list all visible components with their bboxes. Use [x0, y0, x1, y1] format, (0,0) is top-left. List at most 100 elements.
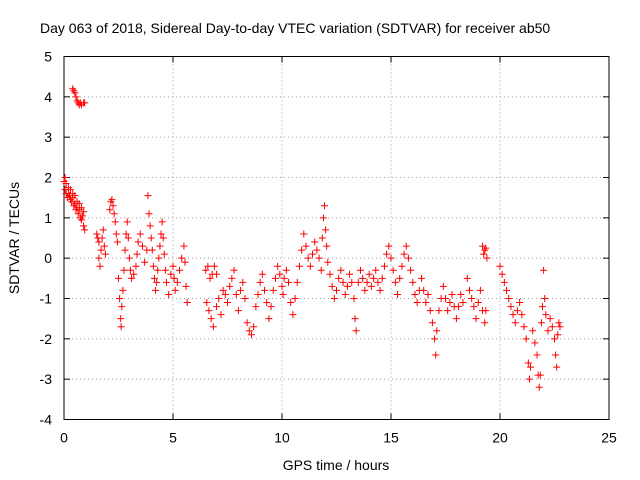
data-point: [537, 319, 545, 327]
data-point: [287, 299, 295, 307]
data-point: [80, 208, 88, 216]
data-point: [480, 250, 488, 258]
data-point: [529, 327, 537, 335]
data-point: [553, 363, 561, 371]
y-tick-label: 2: [44, 170, 52, 186]
data-point: [396, 274, 404, 282]
data-point: [152, 286, 160, 294]
y-tick-label: -1: [40, 291, 53, 307]
data-point: [167, 270, 175, 278]
data-point: [160, 250, 168, 258]
data-point: [239, 278, 247, 286]
data-point: [180, 242, 188, 250]
axis-ticks: [63, 56, 610, 420]
data-point: [431, 335, 439, 343]
data-point: [147, 234, 155, 242]
data-point: [157, 230, 165, 238]
data-point: [365, 270, 373, 278]
data-point: [556, 323, 564, 331]
data-point: [326, 270, 334, 278]
data-point: [323, 242, 331, 250]
data-point: [243, 319, 251, 327]
data-point: [178, 254, 186, 262]
data-point: [98, 234, 106, 242]
data-point: [394, 290, 402, 298]
y-tick-label: 0: [44, 250, 52, 266]
data-point: [402, 242, 410, 250]
data-point: [106, 206, 114, 214]
data-point: [446, 299, 454, 307]
data-point: [154, 266, 162, 274]
data-point: [156, 242, 164, 250]
data-point: [463, 274, 471, 282]
data-point: [241, 295, 249, 302]
data-point: [541, 295, 549, 302]
data-point: [267, 303, 275, 311]
data-point: [513, 307, 521, 315]
data-point: [293, 278, 301, 286]
x-tick-label: 10: [274, 430, 290, 446]
data-point: [205, 307, 213, 315]
data-point: [313, 246, 321, 254]
data-point: [141, 258, 149, 266]
data-point: [75, 200, 83, 208]
data-point: [226, 282, 234, 290]
data-point: [555, 319, 563, 327]
data-point: [170, 274, 178, 282]
data-point: [352, 327, 360, 335]
tick-labels: 0 5 10 15 20 25 -4 -3 -2 -1 0 1 2 3 4 5: [40, 49, 617, 446]
data-point: [554, 331, 562, 339]
data-point: [531, 339, 539, 347]
data-point: [413, 299, 421, 307]
data-point: [81, 99, 89, 107]
data-point: [209, 323, 217, 331]
data-point: [289, 311, 297, 319]
data-point: [203, 299, 211, 307]
data-point: [452, 315, 460, 323]
data-point: [271, 274, 279, 282]
data-point: [500, 278, 508, 286]
data-point: [217, 311, 225, 319]
data-point: [383, 250, 391, 258]
data-point: [153, 278, 161, 286]
data-point: [128, 274, 136, 282]
data-point: [276, 270, 284, 278]
data-point: [81, 226, 89, 234]
data-point: [482, 244, 490, 252]
data-point: [210, 262, 218, 270]
data-point: [300, 230, 308, 238]
data-point: [516, 299, 524, 307]
data-point: [337, 266, 345, 274]
data-point: [400, 250, 408, 258]
data-point: [144, 192, 152, 200]
data-point: [387, 254, 395, 262]
data-point: [237, 286, 245, 294]
data-point: [302, 242, 310, 250]
data-point: [496, 262, 504, 270]
data-point: [391, 278, 399, 286]
data-point: [472, 315, 480, 323]
data-point: [318, 234, 326, 242]
data-point: [350, 295, 358, 302]
x-tick-label: 5: [169, 430, 177, 446]
data-point: [481, 319, 489, 327]
data-point: [483, 254, 491, 262]
data-point: [385, 242, 393, 250]
data-point: [428, 319, 436, 327]
data-point: [324, 258, 332, 266]
x-axis-label: GPS time / hours: [283, 457, 390, 473]
data-point: [470, 303, 478, 311]
data-point: [432, 351, 440, 359]
data-point: [118, 303, 126, 311]
data-point: [411, 290, 419, 298]
data-point: [285, 278, 293, 286]
data-point: [219, 286, 227, 294]
data-point: [444, 307, 452, 315]
data-point: [202, 266, 210, 274]
data-point: [206, 274, 214, 282]
x-tick-label: 15: [383, 430, 399, 446]
data-point: [548, 323, 556, 331]
data-point: [228, 274, 236, 282]
data-point: [213, 270, 221, 278]
data-point: [335, 274, 343, 282]
